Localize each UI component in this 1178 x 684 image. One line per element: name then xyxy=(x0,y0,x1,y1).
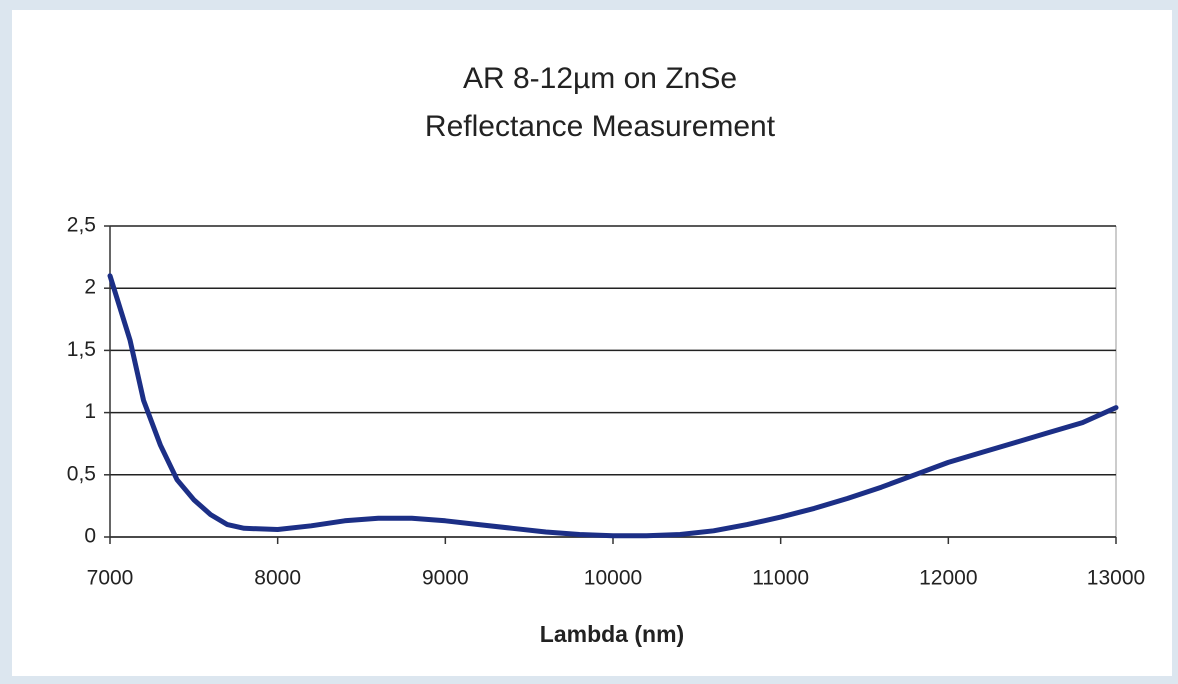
x-tick-label: 10000 xyxy=(584,567,642,590)
y-tick-label: 0 xyxy=(84,525,96,548)
x-axis-label: Lambda (nm) xyxy=(540,621,684,647)
y-tick-label: 0,5 xyxy=(67,462,96,485)
y-tick-label: 1 xyxy=(84,400,96,423)
chart-subtitle: Reflectance Measurement xyxy=(425,110,776,143)
y-tick-label: 2,5 xyxy=(67,214,96,237)
x-tick-label: 8000 xyxy=(254,567,301,590)
data-line xyxy=(107,273,1119,539)
x-tick-label: 13000 xyxy=(1087,567,1145,590)
chart-title: AR 8-12µm on ZnSe xyxy=(463,62,737,95)
x-tick-label: 9000 xyxy=(422,567,469,590)
x-tick-label: 12000 xyxy=(919,567,977,590)
chart-background xyxy=(12,10,1172,676)
x-tick-label: 11000 xyxy=(752,567,809,590)
x-tick-label: 7000 xyxy=(87,567,134,590)
y-tick-label: 2 xyxy=(84,276,96,299)
y-tick-label: 1,5 xyxy=(67,338,96,361)
